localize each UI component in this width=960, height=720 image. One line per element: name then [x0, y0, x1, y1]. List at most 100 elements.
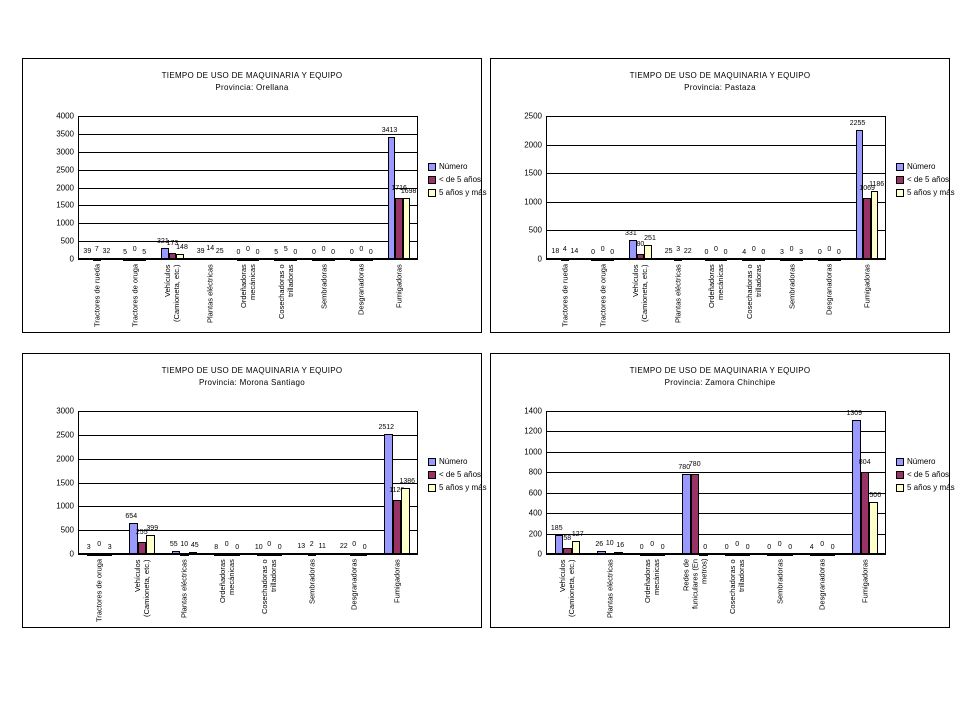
legend-label: < de 5 años [907, 470, 950, 479]
legend-label: 5 años y más [439, 483, 487, 492]
y-tick-label: 1200 [524, 426, 542, 436]
value-label: 0 [724, 544, 729, 551]
legend-item: < de 5 años [428, 470, 487, 479]
bar [251, 259, 260, 261]
value-label: 0 [349, 249, 354, 256]
legend: Número < de 5 años 5 años y más [896, 457, 955, 496]
value-label: 2512 [378, 424, 395, 432]
value-label: 2255 [849, 120, 866, 127]
chart-subtitle: Provincia: Orellana [215, 83, 289, 92]
legend-item: Número [428, 162, 487, 171]
grid-line [78, 241, 418, 243]
legend-item: Número [896, 162, 955, 171]
legend-label: 5 años y más [907, 188, 955, 197]
y-tick-label: 2000 [56, 454, 74, 464]
value-label: 8 [214, 543, 219, 551]
bar [606, 259, 614, 261]
value-label: 13 [297, 543, 306, 551]
grid-line [78, 133, 418, 135]
x-tick-label: Plantas eléctricas [673, 264, 683, 323]
grid-line [546, 492, 886, 494]
value-label: 1386 [399, 477, 416, 485]
bar [757, 259, 766, 261]
value-label: 0 [703, 544, 708, 551]
bar [704, 259, 713, 261]
bar [563, 548, 572, 554]
legend-item: < de 5 años [428, 175, 487, 184]
x-tick-label: Cosechadoras o trilladoras [744, 264, 763, 319]
bar [644, 244, 652, 259]
value-label: 331 [625, 230, 637, 238]
value-label: 0 [255, 249, 260, 256]
legend-item: Número [428, 457, 487, 466]
bar [629, 240, 637, 259]
plot-area [546, 411, 886, 554]
y-tick-label: 1000 [524, 447, 542, 457]
x-tick-label: Redes de funiculares (En metros) [681, 559, 709, 610]
legend-label: Número [907, 457, 936, 466]
bar [639, 554, 648, 556]
bar [742, 258, 750, 261]
grid-line [78, 116, 418, 117]
value-label: 506 [869, 492, 882, 500]
value-label: 10 [254, 543, 263, 551]
bar [85, 257, 94, 260]
value-label: 80 [636, 241, 645, 249]
x-tick-label: Tractores de oruga [130, 264, 140, 328]
value-label: 0 [236, 249, 241, 256]
bar [402, 198, 411, 259]
y-tick-label: 0 [537, 254, 542, 264]
plot-area [546, 116, 886, 259]
x-tick-label: Plantas eléctricas [205, 264, 215, 323]
value-label: 14 [206, 245, 215, 253]
legend-item: 5 años y más [428, 188, 487, 197]
value-label: 2 [309, 540, 314, 548]
bar [833, 259, 841, 261]
legend-item: Número [896, 457, 955, 466]
x-tick-label: Fumigadoras [394, 264, 404, 308]
bar [724, 554, 733, 556]
value-label: 0 [767, 544, 772, 551]
legend-label: < de 5 años [439, 470, 482, 479]
value-label: 399 [146, 524, 159, 532]
chart-subtitle: Provincia: Morona Santiago [198, 378, 306, 387]
bar [231, 554, 240, 556]
bar [614, 552, 623, 555]
x-tick-label: Desgranadoras [349, 559, 359, 611]
bar [256, 553, 265, 556]
bar [180, 553, 189, 556]
bar [682, 257, 690, 260]
bar [870, 191, 879, 259]
value-label: 0 [235, 544, 240, 551]
bar [350, 554, 359, 556]
bar [860, 471, 869, 554]
value-label: 0 [321, 246, 326, 253]
y-tick-label: 0 [69, 549, 74, 559]
bar [869, 502, 878, 554]
chart-title: TIEMPO DE USO DE MAQUINARIA Y EQUIPO [161, 71, 343, 80]
y-tick-label: 1000 [56, 501, 74, 511]
value-label: 255 [135, 528, 148, 536]
bar [666, 257, 675, 260]
value-label: 0 [751, 246, 756, 253]
value-label: 3 [799, 248, 804, 256]
x-tick-label: Sembradoras [787, 264, 797, 310]
value-label: 148 [176, 243, 188, 251]
x-tick-label: Sembradoras [775, 559, 785, 605]
bar [597, 551, 606, 554]
value-label: 0 [788, 544, 793, 551]
chart-title: TIEMPO DE USO DE MAQUINARIA Y EQUIPO [629, 71, 811, 80]
bar [319, 259, 328, 261]
x-tick-label: Vehículos (Camioneta, etc.) [132, 559, 151, 617]
bar [236, 259, 245, 261]
value-label: 0 [368, 249, 373, 256]
x-tick-label: Desgranadoras [817, 559, 827, 611]
value-label: 3 [676, 245, 681, 253]
bar [787, 259, 796, 261]
value-label: 7 [94, 245, 99, 253]
x-tick-label: Ordeñadoras mecánicas [707, 264, 725, 308]
bar [863, 197, 871, 259]
x-tick-label: Plantas eléctricas [179, 559, 189, 618]
value-label: 55 [169, 541, 178, 549]
x-tick-label: Vehículos (Camioneta, etc.) [558, 559, 577, 617]
